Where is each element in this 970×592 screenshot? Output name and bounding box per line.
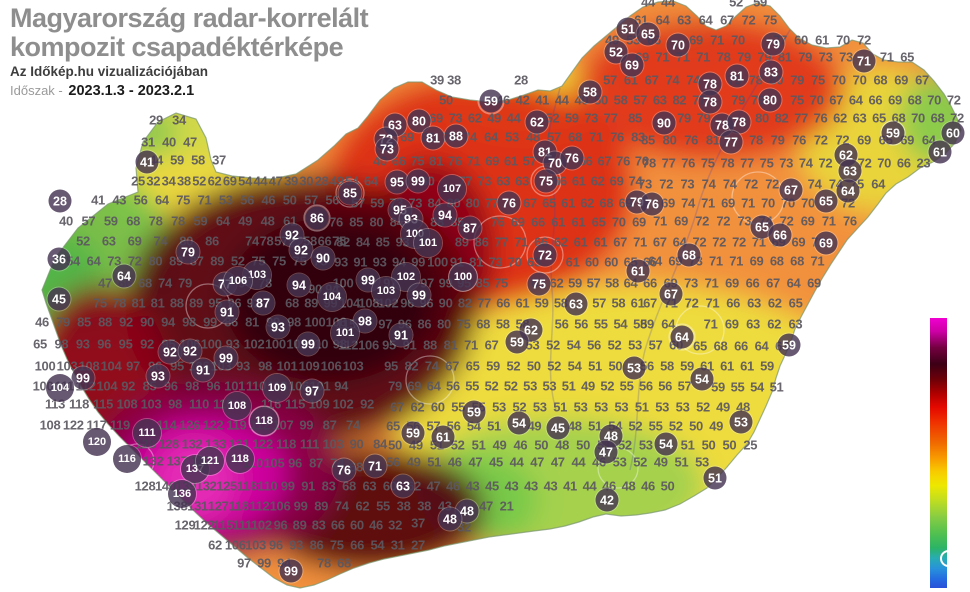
legend-marker-ring bbox=[940, 550, 957, 567]
page-title-line1: Magyarország radar-korrelált bbox=[10, 3, 369, 33]
period-label: Időszak - bbox=[10, 83, 63, 98]
period-value: 2023.1.3 - 2023.2.1 bbox=[68, 83, 195, 99]
page-title-line2: kompozit csapadéktérképe bbox=[10, 32, 344, 62]
period-row: Időszak - 2023.1.3 - 2023.2.1 bbox=[10, 83, 368, 99]
rivers-layer bbox=[546, 29, 791, 471]
country-outline bbox=[41, 0, 962, 589]
map-header: Magyarország radar-korrelált kompozit cs… bbox=[10, 3, 369, 100]
page-title: Magyarország radar-korrelált kompozit cs… bbox=[10, 3, 369, 62]
page-subtitle: Az Időkép.hu vizualizációjában bbox=[10, 64, 209, 79]
legend-gradient-bar bbox=[930, 318, 947, 588]
